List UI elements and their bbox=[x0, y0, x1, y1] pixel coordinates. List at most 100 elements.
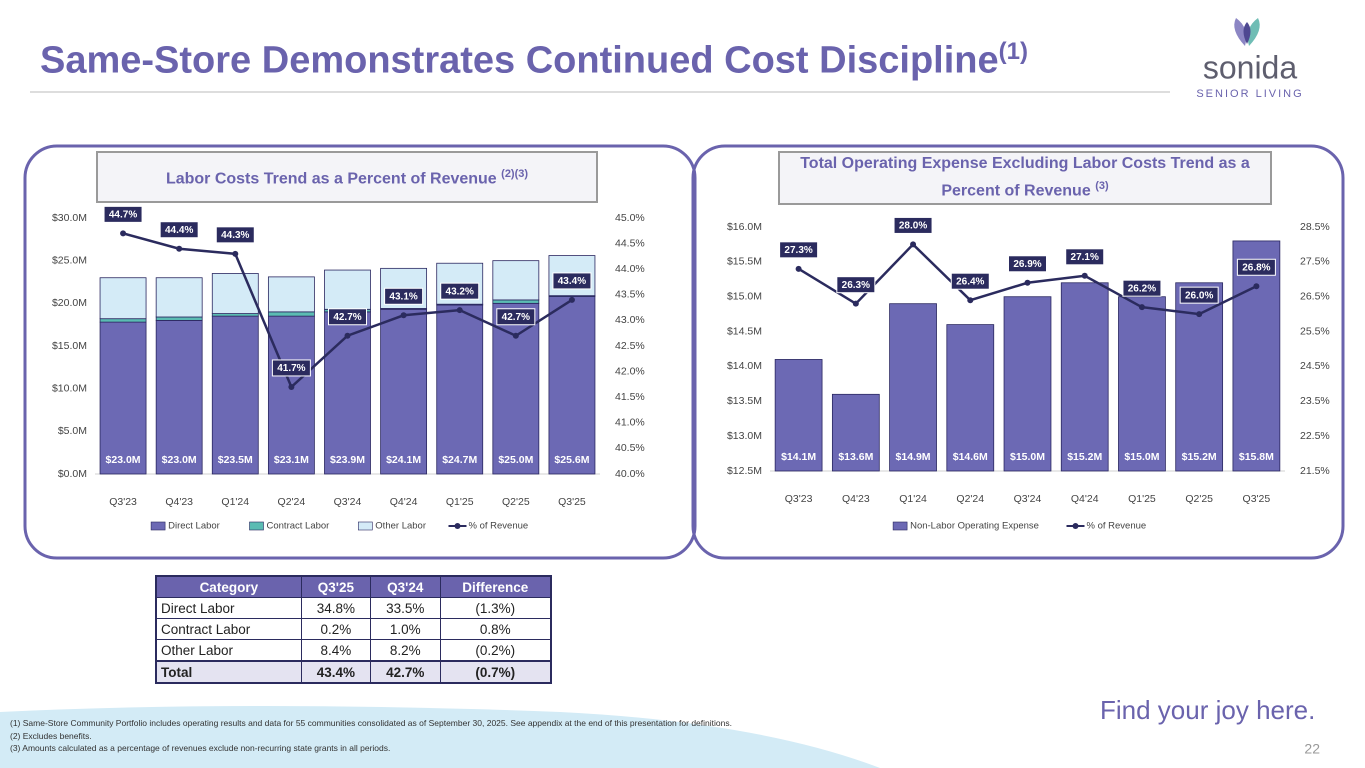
y-tick-label: $14.0M bbox=[727, 360, 762, 372]
chart-title: Total Operating Expense Excluding Labor … bbox=[800, 155, 1250, 200]
value-label-box bbox=[1236, 258, 1276, 276]
line-point bbox=[400, 312, 407, 319]
chart-title-box: Labor Costs Trend as a Percent of Revenu… bbox=[96, 151, 598, 203]
bar-value-label: $15.0M bbox=[1010, 451, 1045, 463]
line-point bbox=[852, 300, 859, 307]
chart-title-superscript: (3) bbox=[1095, 180, 1109, 193]
y-tick-label: $16.0M bbox=[727, 221, 762, 233]
value-label: 27.1% bbox=[1071, 252, 1099, 263]
cell: Other Labor bbox=[155, 639, 302, 662]
cell: (0.7%) bbox=[439, 660, 552, 684]
x-tick-label: Q3'23 bbox=[109, 496, 137, 508]
value-label-box bbox=[836, 276, 876, 294]
y2-tick-label: 42.5% bbox=[615, 340, 645, 352]
value-label: 44.7% bbox=[109, 210, 137, 221]
bar bbox=[1118, 296, 1166, 472]
value-label-box bbox=[328, 308, 367, 326]
bar-value-label: $13.6M bbox=[838, 451, 873, 463]
legend-label: % of Revenue bbox=[469, 521, 529, 532]
chart-panel bbox=[23, 144, 697, 560]
legend-label: Non-Labor Operating Expense bbox=[910, 521, 1039, 532]
value-label-box bbox=[1179, 286, 1219, 304]
value-label: 44.4% bbox=[165, 225, 193, 236]
x-tick-label: Q1'25 bbox=[1128, 493, 1156, 505]
legend-swatch bbox=[357, 521, 373, 531]
line-point bbox=[1081, 272, 1088, 279]
cell: 8.4% bbox=[300, 639, 372, 662]
bar bbox=[211, 315, 259, 475]
y-tick-label: $14.5M bbox=[727, 325, 762, 337]
header-cell: Category bbox=[155, 575, 302, 598]
bar-value-label: $14.1M bbox=[781, 451, 816, 463]
value-label-box bbox=[1008, 255, 1047, 273]
x-tick-label: Q1'25 bbox=[446, 496, 474, 508]
value-label-box bbox=[215, 226, 255, 244]
leaf bbox=[1243, 22, 1251, 44]
logo-subtitle: SENIOR LIVING bbox=[1196, 88, 1303, 100]
bar-value-label: $15.2M bbox=[1067, 451, 1102, 463]
bar bbox=[380, 308, 428, 475]
y2-tick-label: 42.0% bbox=[615, 365, 645, 377]
y-tick-label: $30.0M bbox=[52, 212, 87, 224]
x-tick-label: Q1'24 bbox=[221, 496, 249, 508]
legend-label: Contract Labor bbox=[267, 521, 330, 532]
leaf bbox=[1234, 18, 1247, 46]
value-label: 42.7% bbox=[333, 312, 361, 323]
cell: 8.2% bbox=[370, 639, 441, 662]
x-tick-label: Q2'25 bbox=[502, 496, 530, 508]
value-label-box bbox=[1065, 248, 1105, 266]
y-tick-label: $15.0M bbox=[52, 340, 87, 352]
header-cell: Difference bbox=[439, 575, 552, 598]
bar bbox=[211, 273, 259, 314]
x-tick-label: Q2'25 bbox=[1185, 493, 1213, 505]
chart-title: Labor Costs Trend as a Percent of Revenu… bbox=[165, 170, 497, 188]
line-point bbox=[1196, 311, 1203, 318]
line-point bbox=[1253, 283, 1260, 290]
chart-panel bbox=[691, 144, 1345, 560]
y-tick-label: $10.0M bbox=[52, 382, 87, 394]
line-point bbox=[456, 307, 463, 314]
bar bbox=[267, 276, 315, 313]
value-label: 26.9% bbox=[1013, 259, 1041, 270]
y2-tick-label: 21.5% bbox=[1300, 465, 1330, 477]
x-tick-label: Q2'24 bbox=[956, 493, 984, 505]
bar bbox=[831, 393, 880, 472]
x-tick-label: Q3'25 bbox=[1243, 493, 1271, 505]
bar bbox=[492, 299, 540, 304]
line-point bbox=[176, 245, 183, 252]
cell: Direct Labor bbox=[155, 597, 302, 619]
slide-title: Same-Store Demonstrates Continued Cost D… bbox=[40, 38, 1028, 83]
header-cell: Q3'25 bbox=[300, 575, 372, 598]
title-superscript: (1) bbox=[998, 38, 1028, 65]
table-row: Contract Labor 0.2% 1.0% 0.8% bbox=[155, 618, 552, 640]
line-point bbox=[568, 296, 575, 303]
x-tick-label: Q1'24 bbox=[899, 493, 927, 505]
cell: (1.3%) bbox=[439, 597, 552, 619]
legend-label: % of Revenue bbox=[1087, 521, 1147, 532]
bar bbox=[267, 311, 315, 317]
bar bbox=[492, 260, 540, 301]
value-label: 26.0% bbox=[1185, 290, 1213, 301]
y2-tick-label: 44.0% bbox=[615, 263, 645, 275]
value-label-box bbox=[950, 272, 990, 290]
y2-tick-label: 24.5% bbox=[1300, 360, 1330, 372]
y2-tick-label: 26.5% bbox=[1300, 290, 1330, 302]
y-tick-label: $15.5M bbox=[727, 256, 762, 268]
y-tick-label: $25.0M bbox=[52, 254, 87, 266]
cell: 33.5% bbox=[370, 597, 441, 619]
y-tick-label: $0.0M bbox=[58, 468, 87, 480]
cell: 42.7% bbox=[370, 660, 441, 684]
header-cell: Q3'24 bbox=[370, 575, 441, 598]
value-label: 26.8% bbox=[1242, 262, 1270, 273]
chart-title-superscript: (2)(3) bbox=[501, 168, 529, 181]
value-label-box bbox=[440, 282, 480, 300]
bar bbox=[155, 319, 203, 475]
total-label: $25.0M bbox=[498, 454, 533, 466]
cell: 1.0% bbox=[370, 618, 441, 640]
line-point bbox=[288, 383, 295, 390]
bar-value-label: $15.8M bbox=[1239, 451, 1274, 463]
cell: 34.8% bbox=[300, 597, 372, 619]
y2-tick-label: 23.5% bbox=[1300, 395, 1330, 407]
x-tick-label: Q4'24 bbox=[390, 496, 418, 508]
bar bbox=[99, 277, 147, 320]
